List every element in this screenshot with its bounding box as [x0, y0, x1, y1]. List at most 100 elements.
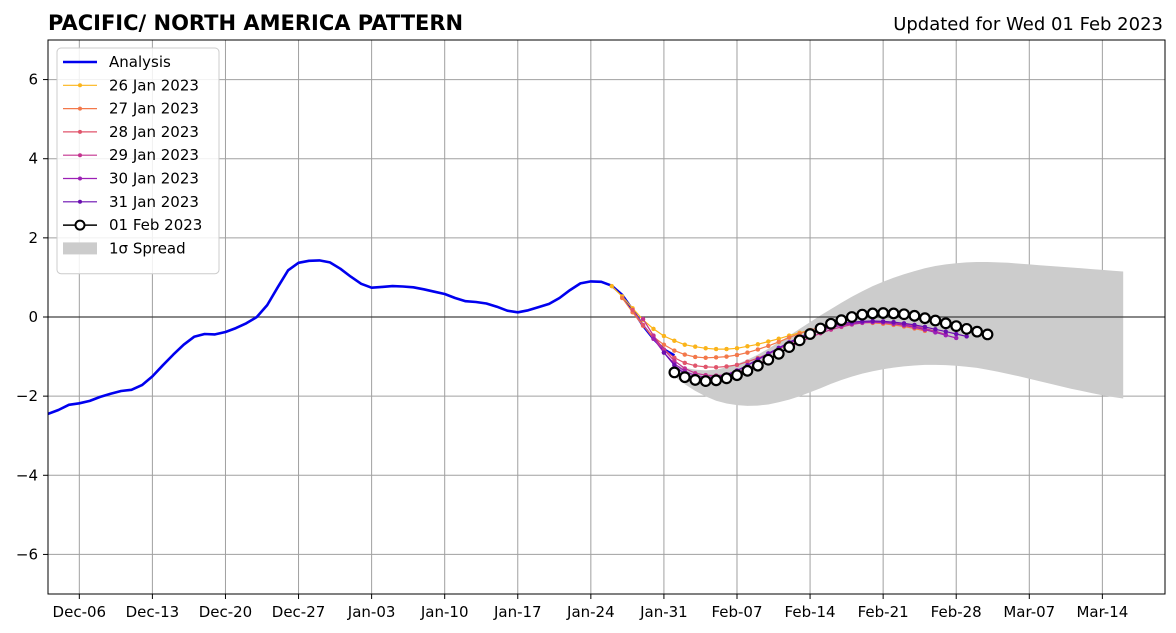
- latest-forecast-point: [668, 366, 681, 379]
- latest-forecast-point: [981, 328, 994, 341]
- latest-forecast-point: [877, 307, 890, 319]
- y-tick-label: 6: [28, 71, 38, 89]
- latest-forecast-point: [835, 314, 848, 327]
- latest-forecast-point: [741, 364, 754, 377]
- latest-forecast-point: [720, 372, 733, 385]
- forecast-point: [901, 321, 907, 326]
- spread-layer: [674, 262, 1124, 406]
- x-tick-label: Jan-17: [493, 603, 542, 621]
- forecast-point: [651, 326, 656, 332]
- latest-forecast-point: [783, 341, 796, 353]
- forecast-point: [692, 354, 698, 360]
- forecast-point: [682, 342, 688, 347]
- forecast-point: [953, 335, 959, 341]
- latest-forecast-point: [898, 308, 910, 321]
- latest-forecast-point: [887, 307, 900, 320]
- legend-box: [56, 47, 220, 275]
- forecast-point: [922, 324, 928, 330]
- series-0: [48, 259, 676, 416]
- forecast-point: [734, 362, 740, 368]
- legend-marker: [78, 199, 82, 204]
- x-tick-label: Feb-21: [858, 603, 909, 621]
- x-tick-label: Mar-07: [1003, 603, 1055, 621]
- latest-forecast-point: [772, 347, 785, 360]
- latest-forecast-point: [793, 334, 806, 347]
- y-tick-label: 0: [28, 308, 38, 326]
- x-tick-label: Feb-14: [785, 603, 836, 621]
- latest-forecast-point: [929, 314, 942, 327]
- legend-label: 01 Feb 2023: [109, 216, 202, 234]
- legend-label: 31 Jan 2023: [109, 193, 199, 211]
- y-tick-label: 2: [28, 229, 38, 247]
- latest-forecast-point: [689, 374, 702, 386]
- x-tick-label: Feb-28: [931, 603, 982, 621]
- legend: Analysis 26 Jan 2023 27 Jan 2023 28 Jan 202…: [56, 47, 220, 275]
- y-tick-label: −4: [16, 466, 38, 484]
- forecast-point: [703, 346, 708, 351]
- legend-label: 28 Jan 2023: [109, 123, 199, 141]
- tick-layer: Dec-06 Dec-13 Dec-20 Dec-27 Jan-03 Jan-10 Jan-…: [16, 71, 1128, 621]
- latest-forecast-point: [678, 371, 691, 384]
- latest-forecast-point: [950, 320, 963, 333]
- forecast-point: [724, 354, 729, 359]
- legend-entry: Analysis: [63, 53, 171, 71]
- legend-entry: 29 Jan 2023: [63, 146, 199, 164]
- chart-title: PACIFIC/ NORTH AMERICA PATTERN: [48, 11, 463, 35]
- legend-label: 30 Jan 2023: [109, 170, 199, 188]
- forecast-point: [672, 338, 677, 343]
- spread-band: [674, 262, 1124, 406]
- latest-forecast-point: [856, 308, 869, 321]
- y-tick-label: −2: [16, 387, 38, 405]
- x-tick-label: Dec-13: [126, 603, 180, 621]
- forecast-point: [724, 364, 729, 369]
- latest-forecast-point: [804, 328, 816, 340]
- x-tick-label: Jan-10: [420, 603, 469, 621]
- forecast-point: [713, 355, 719, 360]
- forecast-point: [734, 346, 740, 351]
- legend-marker: [78, 153, 82, 158]
- latest-forecast-point: [960, 322, 973, 335]
- legend-label: 27 Jan 2023: [109, 100, 199, 118]
- forecast-point: [880, 319, 886, 324]
- forecast-point: [745, 350, 750, 355]
- forecast-point: [891, 319, 896, 325]
- latest-forecast-point: [918, 312, 931, 325]
- legend-entry: 1σ Spread: [63, 239, 186, 257]
- y-tick-label: −6: [16, 545, 38, 563]
- series-layer: [48, 259, 994, 416]
- forecast-point: [661, 333, 667, 339]
- x-tick-label: Feb-07: [711, 603, 762, 621]
- latest-forecast-point: [825, 317, 837, 330]
- forecast-point: [651, 336, 656, 342]
- forecast-point: [943, 329, 949, 334]
- legend-entry: 01 Feb 2023: [63, 216, 202, 234]
- latest-forecast-point: [731, 369, 743, 382]
- latest-forecast-point: [908, 309, 921, 322]
- latest-forecast-point: [762, 353, 775, 366]
- forecast-point: [713, 346, 719, 352]
- forecast-point: [692, 344, 698, 349]
- x-tick-label: Mar-14: [1076, 603, 1128, 621]
- forecast-point: [776, 339, 781, 345]
- forecast-point: [682, 352, 688, 357]
- x-tick-label: Jan-31: [639, 603, 688, 621]
- legend-entry: 30 Jan 2023: [63, 170, 199, 188]
- series-7: [668, 307, 994, 388]
- legend-marker: [78, 83, 82, 88]
- forecast-point: [619, 295, 625, 301]
- forecast-point: [766, 343, 771, 349]
- legend-swatch: [63, 242, 97, 255]
- latest-forecast-point: [971, 325, 983, 338]
- forecast-point: [682, 360, 688, 366]
- x-tick-label: Jan-03: [347, 603, 396, 621]
- forecast-point: [933, 327, 938, 332]
- forecast-point: [640, 322, 646, 328]
- legend-entry: 26 Jan 2023: [63, 76, 199, 94]
- latest-forecast-point: [710, 374, 723, 387]
- analysis-line: [48, 259, 676, 416]
- x-tick-label: Dec-06: [53, 603, 107, 621]
- forecast-point: [755, 342, 761, 347]
- forecast-point: [672, 348, 677, 353]
- forecast-point: [912, 322, 917, 328]
